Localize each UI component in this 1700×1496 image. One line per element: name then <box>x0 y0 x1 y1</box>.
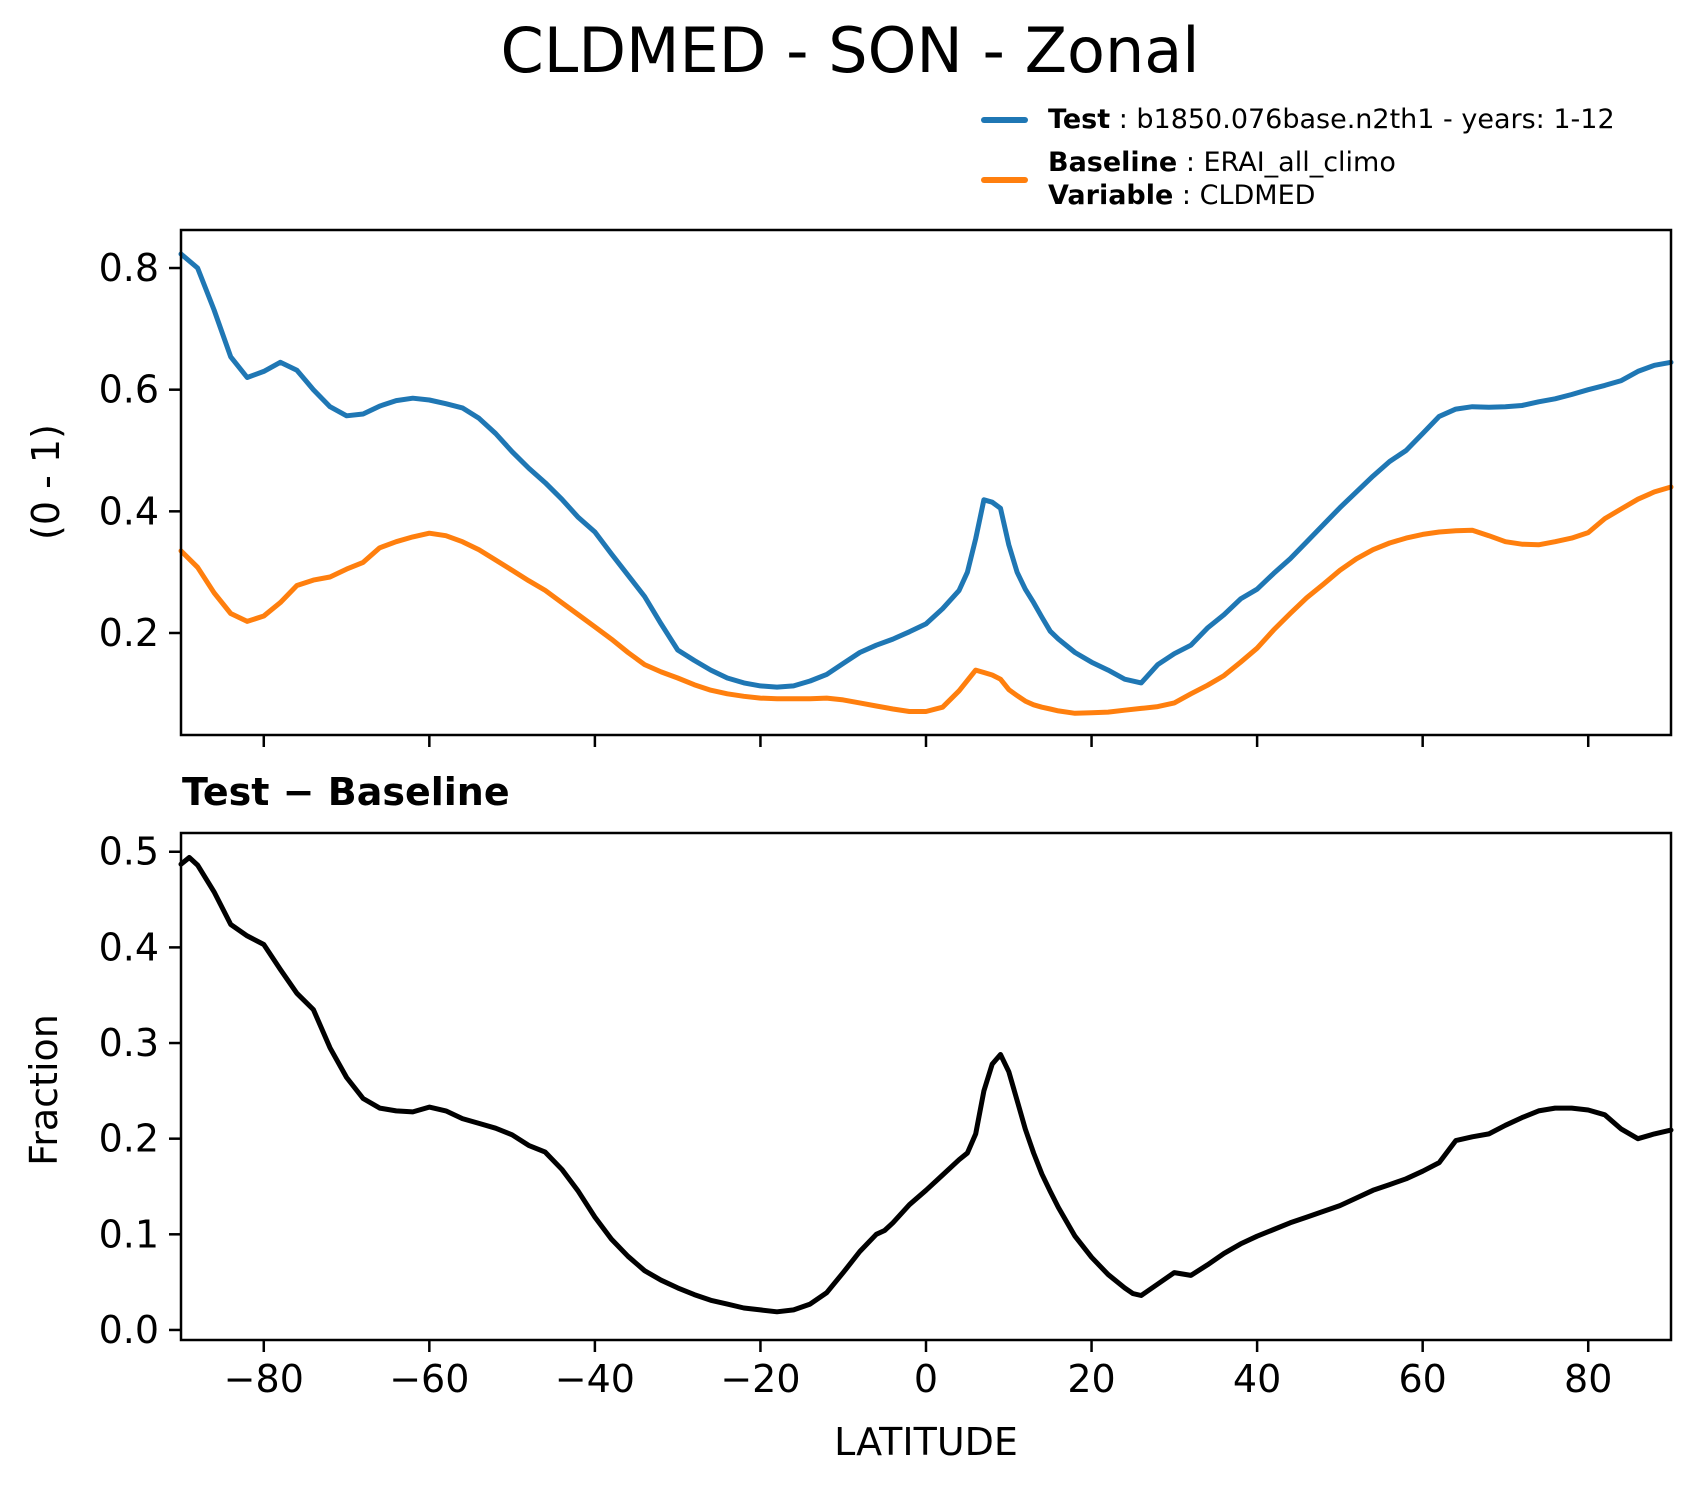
legend-item-baseline: Baseline : ERAI_all_climo Variable : CLD… <box>981 147 1615 213</box>
x-tick-label: −20 <box>720 1357 800 1401</box>
series-baseline <box>178 484 1674 716</box>
legend-baseline-label: Baseline <box>1048 146 1178 178</box>
legend-variable-value: : CLDMED <box>1173 179 1316 211</box>
x-tick-label: −60 <box>389 1357 469 1401</box>
legend-baseline-text: Baseline : ERAI_all_climo Variable : CLD… <box>1048 147 1396 213</box>
y-tick-label: 0.4 <box>99 925 159 969</box>
series-test-minus-baseline <box>178 855 1674 1315</box>
y-tick-label: 0.0 <box>99 1308 159 1352</box>
y-tick-label: 0.4 <box>99 489 159 533</box>
test-line-swatch <box>981 117 1028 124</box>
x-tick-label: 80 <box>1564 1357 1612 1401</box>
legend-item-test: Test : b1850.076base.n2th1 - years: 1-12 <box>981 104 1615 137</box>
legend-variable-label: Variable <box>1048 179 1174 211</box>
y-tick-label: 0.3 <box>99 1021 159 1065</box>
x-tick-label: 40 <box>1233 1357 1281 1401</box>
axes-frame-1 <box>179 831 1673 1342</box>
y-tick-label: 0.8 <box>99 246 159 290</box>
x-axis-label: LATITUDE <box>834 1420 1018 1464</box>
chart-1: −80 −60 −40 −20 0 20 40 60 80 0.0 0.1 0.2 0.3 0.4 0.5 <box>99 830 1674 1401</box>
chart-0: 0.2 0.4 0.6 0.8 <box>99 228 1674 747</box>
diff-plot-title: Test − Baseline <box>182 770 510 814</box>
figure-title: CLDMED - SON - Zonal <box>500 14 1200 87</box>
legend-test-text: Test : b1850.076base.n2th1 - years: 1-12 <box>1048 104 1615 137</box>
x-tick-label: −80 <box>224 1357 304 1401</box>
x-tick-label: 60 <box>1398 1357 1446 1401</box>
x-tick-label: 0 <box>914 1357 938 1401</box>
x-tick-label: 20 <box>1067 1357 1115 1401</box>
legend-test-label: Test <box>1048 104 1111 135</box>
axes-frame-0 <box>179 228 1673 737</box>
y-tick-label: 0.1 <box>99 1212 159 1256</box>
baseline-line-swatch <box>981 176 1028 183</box>
top-y-axis-label: (0 - 1) <box>24 424 68 540</box>
y-tick-label: 0.5 <box>99 830 159 874</box>
legend-test-value: : b1850.076base.n2th1 - years: 1-12 <box>1110 104 1615 135</box>
series-test <box>178 251 1674 690</box>
y-tick-label: 0.6 <box>99 368 159 412</box>
legend: Test : b1850.076base.n2th1 - years: 1-12… <box>981 104 1615 223</box>
x-tick-label: −40 <box>555 1357 635 1401</box>
bottom-y-axis-label: Fraction <box>22 1014 66 1166</box>
y-tick-label: 0.2 <box>99 1117 159 1161</box>
legend-baseline-value: : ERAI_all_climo <box>1177 146 1396 178</box>
y-tick-label: 0.2 <box>99 611 159 655</box>
